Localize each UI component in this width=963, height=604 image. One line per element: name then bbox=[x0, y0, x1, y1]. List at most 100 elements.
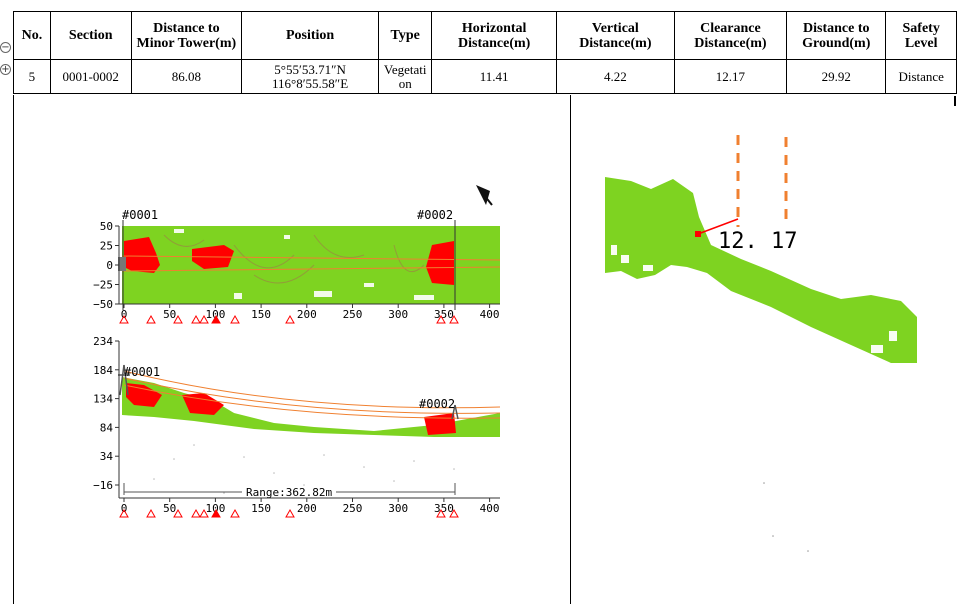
range-label: Range:362.82m bbox=[246, 486, 332, 499]
conductor-lines-top bbox=[121, 255, 501, 272]
text-cursor bbox=[954, 96, 956, 106]
tower-end-icon bbox=[451, 404, 459, 420]
x-tick-label: 250 bbox=[343, 502, 363, 515]
header-distance-ground: Distance to Ground(m) bbox=[786, 11, 887, 60]
cell-no: 5 bbox=[13, 59, 51, 94]
header-section: Section bbox=[49, 11, 132, 60]
header-safety-level: Safety Level bbox=[885, 11, 957, 60]
cell-position: 5°55′53.71″N 116°8′55.58″E bbox=[241, 59, 380, 94]
y-tick-label: 25 bbox=[100, 240, 113, 253]
defect-marker-icon[interactable] bbox=[191, 508, 201, 518]
top-view-defect-markers bbox=[119, 314, 459, 324]
clearance-value-label: 12. 17 bbox=[718, 229, 797, 254]
defect-marker-icon[interactable] bbox=[230, 508, 240, 518]
side-view-tower-end-label: #0002 bbox=[419, 397, 455, 411]
x-tick-label: 100 bbox=[205, 502, 225, 515]
defect-marker-icon[interactable] bbox=[173, 508, 183, 518]
side-view-tower-start-label: #0001 bbox=[124, 365, 160, 379]
defect-marker-icon[interactable] bbox=[199, 508, 209, 518]
position-latitude: 5°55′53.71″N bbox=[274, 61, 346, 77]
header-type: Type bbox=[378, 11, 433, 60]
top-view-y-axis: 50 25 0 −25 −50 bbox=[93, 220, 119, 311]
hazard-point-marker bbox=[695, 231, 701, 237]
side-view-plot: #0001 #0002 234 184 134 84 34 −16 0 50 100 150 20… bbox=[93, 335, 501, 518]
terrain-profile bbox=[122, 377, 500, 437]
defect-marker-icon[interactable] bbox=[449, 314, 459, 324]
x-tick-label: 350 bbox=[434, 502, 454, 515]
x-tick-label: 0 bbox=[121, 502, 128, 515]
collapse-row-icon[interactable]: − bbox=[0, 42, 11, 53]
x-tick-label: 400 bbox=[480, 502, 500, 515]
clearance-detail-view: 12. 17 bbox=[605, 135, 917, 552]
cell-type: Vegetation bbox=[378, 59, 433, 94]
cell-horizontal-distance: 11.41 bbox=[431, 59, 558, 94]
clearance-report-table: No. Section Distance to Minor Tower(m) P… bbox=[13, 11, 957, 94]
header-position: Position bbox=[241, 11, 380, 60]
table-row[interactable]: 5 0001-0002 86.08 5°55′53.71″N 116°8′55.… bbox=[13, 59, 957, 94]
defect-marker-icon[interactable] bbox=[199, 314, 209, 324]
x-tick-label: 300 bbox=[388, 308, 408, 321]
side-view-y-axis: 234 184 134 84 34 −16 bbox=[93, 335, 119, 492]
defect-marker-icon[interactable] bbox=[285, 314, 295, 324]
defect-marker-icon[interactable] bbox=[191, 314, 201, 324]
y-tick-label: 234 bbox=[93, 335, 113, 348]
y-tick-label: 34 bbox=[100, 450, 114, 463]
defect-marker-icon[interactable] bbox=[119, 314, 129, 324]
vegetation-cloud bbox=[605, 177, 917, 363]
y-tick-label: −25 bbox=[93, 279, 113, 292]
expand-row-icon[interactable]: + bbox=[0, 64, 11, 75]
cell-distance-minor-tower: 86.08 bbox=[130, 59, 243, 94]
table-header-row: No. Section Distance to Minor Tower(m) P… bbox=[13, 11, 957, 60]
header-no: No. bbox=[13, 11, 51, 60]
tower-start-icon bbox=[118, 364, 130, 396]
x-tick-label: 150 bbox=[251, 308, 271, 321]
x-tick-label: 50 bbox=[163, 308, 176, 321]
y-tick-label: 134 bbox=[93, 393, 113, 406]
defect-marker-icon[interactable] bbox=[436, 314, 446, 324]
side-view-defect-markers bbox=[119, 508, 459, 518]
defect-marker-icon[interactable] bbox=[230, 314, 240, 324]
x-tick-label: 300 bbox=[388, 502, 408, 515]
defect-marker-icon[interactable] bbox=[211, 508, 221, 518]
defect-marker-icon[interactable] bbox=[211, 314, 221, 324]
side-hazard-middle bbox=[182, 393, 224, 415]
range-indicator bbox=[123, 483, 456, 495]
image-panes: #0001 #0002 50 25 0 −25 −50 0 50 100 150 200 250 3… bbox=[13, 95, 958, 604]
x-tick-label: 150 bbox=[251, 502, 271, 515]
y-tick-label: −50 bbox=[93, 298, 113, 311]
hazard-zone-start bbox=[124, 237, 160, 273]
north-arrow-icon bbox=[476, 185, 493, 206]
y-tick-label: −16 bbox=[93, 479, 113, 492]
conductor-lines-side bbox=[123, 370, 501, 419]
clearance-line bbox=[697, 218, 739, 235]
x-tick-label: 400 bbox=[480, 308, 500, 321]
top-view-tower-start-label: #0001 bbox=[122, 208, 158, 222]
defect-marker-icon[interactable] bbox=[146, 508, 156, 518]
x-tick-label: 250 bbox=[343, 308, 363, 321]
side-hazard-end bbox=[424, 413, 456, 435]
defect-marker-icon[interactable] bbox=[436, 508, 446, 518]
defect-marker-icon[interactable] bbox=[173, 314, 183, 324]
pane-divider bbox=[570, 95, 571, 604]
x-tick-label: 50 bbox=[163, 502, 176, 515]
header-clearance-distance: Clearance Distance(m) bbox=[673, 11, 788, 60]
defect-marker-icon[interactable] bbox=[449, 508, 459, 518]
x-tick-label: 0 bbox=[121, 308, 128, 321]
top-view-x-axis: 0 50 100 150 200 250 300 350 400 bbox=[121, 304, 500, 321]
x-tick-label: 200 bbox=[297, 308, 317, 321]
side-view-x-axis: 0 50 100 150 200 250 300 350 400 bbox=[121, 498, 500, 515]
hazard-zone-end bbox=[426, 241, 454, 285]
position-longitude: 116°8′55.58″E bbox=[272, 75, 349, 91]
cell-distance-ground: 29.92 bbox=[786, 59, 887, 94]
top-view-tower-end-label: #0002 bbox=[417, 208, 453, 222]
cell-safety-level: Distance bbox=[885, 59, 957, 94]
y-tick-label: 84 bbox=[100, 421, 114, 434]
defect-marker-icon[interactable] bbox=[146, 314, 156, 324]
y-tick-label: 0 bbox=[106, 259, 113, 272]
defect-marker-icon[interactable] bbox=[285, 508, 295, 518]
x-tick-label: 350 bbox=[434, 308, 454, 321]
header-distance-minor-tower: Distance to Minor Tower(m) bbox=[130, 11, 243, 60]
defect-marker-icon[interactable] bbox=[119, 508, 129, 518]
